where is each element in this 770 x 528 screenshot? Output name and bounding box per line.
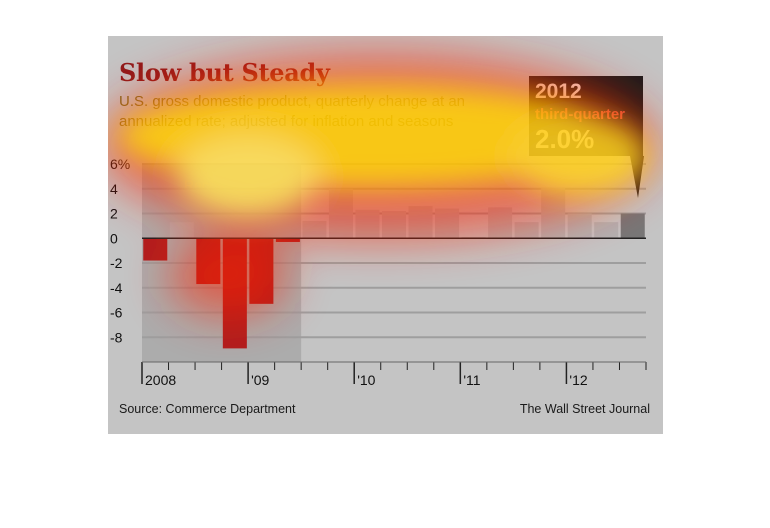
y-tick-label: -6 xyxy=(110,305,123,321)
x-tick-label: '11 xyxy=(463,372,480,388)
y-tick-label: 6% xyxy=(110,156,130,172)
chart-subtitle: U.S. gross domestic product, quarterly c… xyxy=(119,93,466,130)
bar xyxy=(541,187,566,239)
bar xyxy=(249,238,274,304)
bar xyxy=(355,209,380,239)
recession-label: Rec xyxy=(184,177,209,193)
y-tick-label: 0 xyxy=(110,230,118,246)
x-tick-label: 2008 xyxy=(145,372,176,388)
y-tick-label: 2 xyxy=(110,206,118,222)
latest-value-callout: 2012 third-quarter 2.0% xyxy=(529,76,643,156)
bar xyxy=(143,238,168,261)
y-tick-label: -4 xyxy=(110,280,123,296)
bar xyxy=(196,238,221,285)
bar xyxy=(328,188,353,239)
bar xyxy=(408,206,433,239)
callout-label: third-quarter xyxy=(535,106,625,123)
x-tick-label: '12 xyxy=(569,372,587,388)
y-tick-label: -8 xyxy=(110,329,123,345)
x-tick-label: '09 xyxy=(251,372,269,388)
bar xyxy=(594,222,619,239)
y-tick-label: -2 xyxy=(110,255,123,271)
bar xyxy=(567,213,592,239)
bar xyxy=(435,208,460,239)
callout-year: 2012 xyxy=(535,80,582,103)
bar xyxy=(169,222,194,239)
publisher-credit: The Wall Street Journal xyxy=(519,402,650,416)
bar xyxy=(222,238,247,349)
y-tick-label: 4 xyxy=(110,181,118,197)
bar xyxy=(620,213,645,239)
callout-value: 2.0% xyxy=(535,124,595,154)
bar xyxy=(381,211,407,239)
bar xyxy=(488,207,513,239)
callout-pointer xyxy=(630,156,644,198)
bar xyxy=(514,222,539,239)
chart-card: Rec 6% 4 2 0 -2 -4 -6 -8 2008 '09 '10 '11 '12 Slow bu… xyxy=(108,36,663,434)
bar xyxy=(302,220,327,239)
source-note: Source: Commerce Department xyxy=(119,402,296,416)
chart-title: Slow but Steady xyxy=(119,58,330,87)
x-tick-label: '10 xyxy=(357,372,375,388)
